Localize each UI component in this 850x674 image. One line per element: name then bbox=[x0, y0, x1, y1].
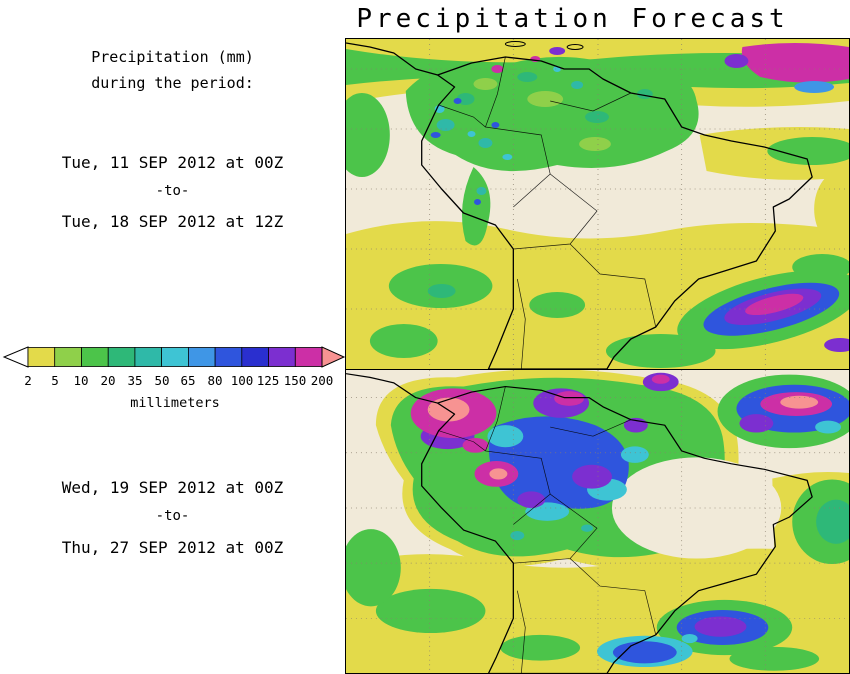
page-title: Precipitation Forecast bbox=[356, 4, 789, 34]
coastline bbox=[346, 41, 813, 369]
period2-separator: -to- bbox=[155, 508, 190, 524]
legend-tick: 20 bbox=[100, 373, 116, 388]
color-scale-bar bbox=[2, 346, 346, 368]
legend-tick: 100 bbox=[230, 373, 254, 388]
legend-tick: 65 bbox=[180, 373, 196, 388]
legend-unit-label: millimeters bbox=[130, 395, 220, 411]
map-panel-period1 bbox=[345, 38, 850, 370]
legend-segment bbox=[54, 347, 82, 367]
legend-tick: 150 bbox=[283, 373, 307, 388]
coastline bbox=[346, 372, 813, 673]
legend-heading-line1: Precipitation (mm) bbox=[91, 48, 254, 66]
map-column bbox=[345, 38, 850, 674]
legend-tick: 80 bbox=[207, 373, 223, 388]
precip-map-2 bbox=[346, 369, 849, 673]
precip-field bbox=[346, 369, 849, 673]
legend-segment bbox=[161, 347, 189, 367]
legend-tick: 125 bbox=[256, 373, 280, 388]
legend-segment bbox=[214, 347, 243, 367]
legend-tick: 200 bbox=[310, 373, 334, 388]
legend-heading-line2: during the period: bbox=[91, 74, 254, 92]
period2-start: Wed, 19 SEP 2012 at 00Z bbox=[61, 478, 284, 497]
legend-tick: 35 bbox=[127, 373, 143, 388]
period1-start: Tue, 11 SEP 2012 at 00Z bbox=[61, 153, 284, 172]
legend-segment bbox=[27, 347, 56, 367]
legend-segment bbox=[81, 347, 109, 367]
period1-separator: -to- bbox=[155, 183, 190, 199]
below-min-arrow bbox=[2, 346, 29, 368]
legend-segment bbox=[268, 347, 296, 367]
legend-tick: 50 bbox=[154, 373, 170, 388]
precip-map-1 bbox=[346, 39, 849, 369]
gridlines bbox=[346, 39, 849, 369]
above-max-arrow bbox=[321, 346, 346, 368]
country-borders bbox=[438, 385, 657, 673]
period2-end: Thu, 27 SEP 2012 at 00Z bbox=[61, 538, 284, 557]
color-scale-legend: 2 5 10 20 35 50 65 80 100 125 150 200 mi… bbox=[0, 345, 346, 425]
legend-tick: 5 bbox=[51, 373, 59, 388]
legend-tick: 10 bbox=[73, 373, 89, 388]
legend-segment bbox=[134, 347, 163, 367]
legend-segment bbox=[107, 347, 136, 367]
legend-segment bbox=[187, 347, 216, 367]
period1-end: Tue, 18 SEP 2012 at 12Z bbox=[61, 212, 284, 231]
country-borders bbox=[438, 56, 657, 369]
precip-field bbox=[346, 39, 849, 369]
gridlines bbox=[346, 369, 849, 673]
legend-segment bbox=[241, 347, 270, 367]
legend-tick: 2 bbox=[24, 373, 32, 388]
map-panel-period2 bbox=[345, 368, 850, 674]
legend-segment bbox=[294, 347, 323, 367]
sidebar: Precipitation (mm) during the period: Tu… bbox=[0, 0, 346, 674]
